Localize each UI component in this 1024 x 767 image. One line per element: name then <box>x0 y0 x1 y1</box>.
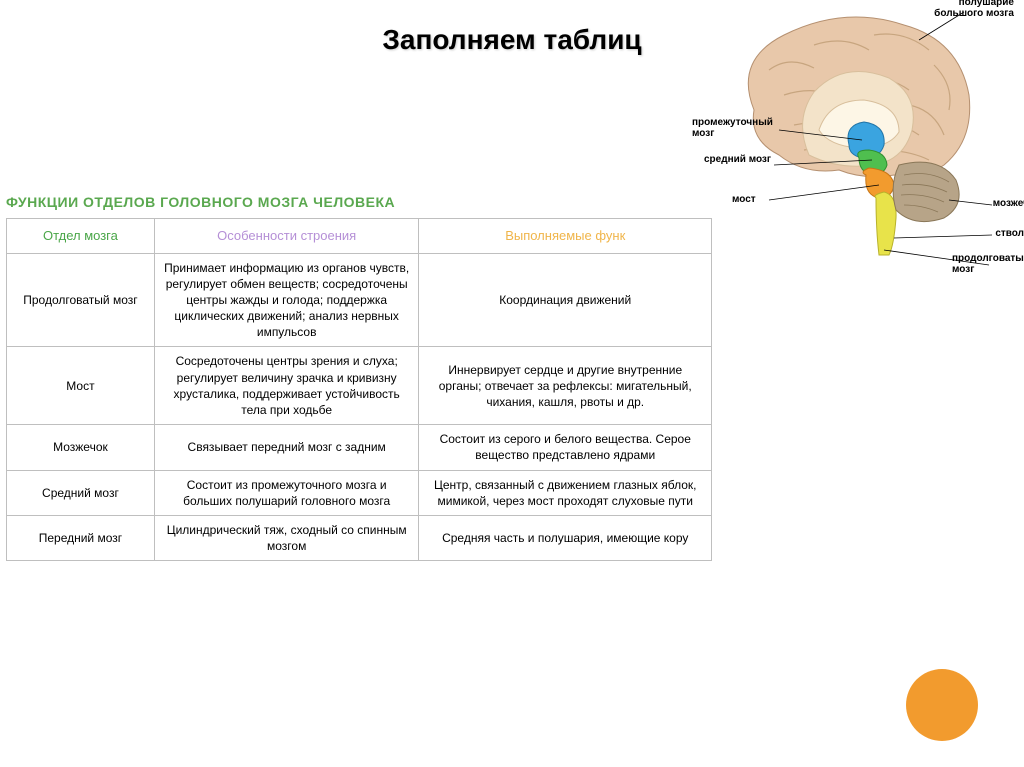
table-row: МозжечокСвязывает передний мозг с задним… <box>7 425 712 470</box>
brain-functions-table: Отдел мозга Особенности строения Выполня… <box>6 218 712 561</box>
cell-section: Мост <box>7 347 155 425</box>
label-diencephalon: промежуточный мозг <box>692 118 782 139</box>
col-function: Выполняемые функ <box>419 219 712 254</box>
table-row: МостСосредоточены центры зрения и слуха;… <box>7 347 712 425</box>
label-cerebellum: мозжечок <box>993 198 1024 209</box>
brain-svg <box>694 0 1014 280</box>
table-header-row: Отдел мозга Особенности строения Выполня… <box>7 219 712 254</box>
cell-structure: Связывает передний мозг с задним <box>154 425 419 470</box>
cell-section: Передний мозг <box>7 515 155 560</box>
brain-diagram: полушарие большого мозга промежуточный м… <box>694 0 1014 280</box>
table-row: Средний мозгСостоит из промежуточного мо… <box>7 470 712 515</box>
label-pons: мост <box>732 194 756 205</box>
cell-structure: Состоит из промежуточного мозга и больши… <box>154 470 419 515</box>
cell-function: Состоит из серого и белого вещества. Сер… <box>419 425 712 470</box>
table-row: Передний мозгЦилиндрический тяж, сходный… <box>7 515 712 560</box>
accent-circle <box>906 669 978 741</box>
cell-section: Мозжечок <box>7 425 155 470</box>
label-midbrain: средний мозг <box>704 155 774 166</box>
cell-structure: Цилиндрический тяж, сходный со спинным м… <box>154 515 419 560</box>
col-section: Отдел мозга <box>7 219 155 254</box>
cell-function: Центр, связанный с движением глазных ябл… <box>419 470 712 515</box>
cell-section: Средний мозг <box>7 470 155 515</box>
table-row: Продолговатый мозгПринимает информацию и… <box>7 253 712 347</box>
label-stem: ствол <box>995 228 1024 239</box>
label-medulla: продолговатый мозг <box>952 254 1024 275</box>
col-structure: Особенности строения <box>154 219 419 254</box>
cell-function: Координация движений <box>419 253 712 347</box>
label-hemisphere: полушарие большого мозга <box>924 0 1014 19</box>
table-header: ФУНКЦИИ ОТДЕЛОВ ГОЛОВНОГО МОЗГА ЧЕЛОВЕКА <box>6 194 395 210</box>
cell-structure: Принимает информацию из органов чувств, … <box>154 253 419 347</box>
cell-function: Иннервирует сердце и другие внутренние о… <box>419 347 712 425</box>
cell-function: Средняя часть и полушария, имеющие кору <box>419 515 712 560</box>
cell-structure: Сосредоточены центры зрения и слуха; рег… <box>154 347 419 425</box>
cell-section: Продолговатый мозг <box>7 253 155 347</box>
